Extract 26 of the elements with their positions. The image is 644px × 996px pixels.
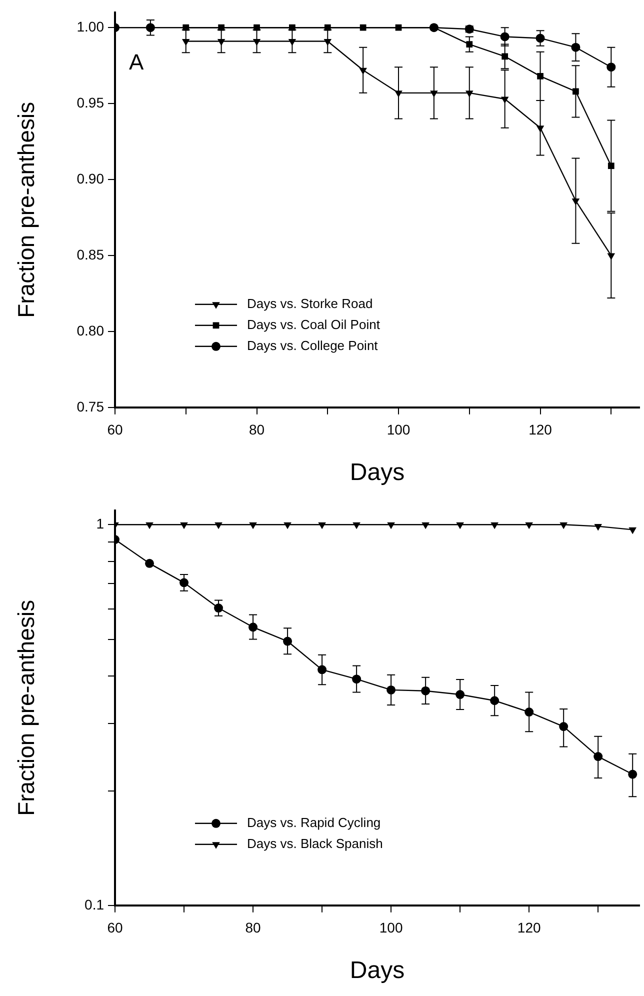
x-tick-label: 80: [245, 920, 262, 936]
x-tick-label: 60: [107, 422, 123, 438]
legend-label: Days vs. Coal Oil Point: [247, 316, 380, 332]
x-tick-label: 120: [517, 920, 541, 936]
x-axis-title: Days: [350, 459, 405, 486]
x-tick-label: 100: [386, 422, 410, 438]
annotation: A: [129, 49, 144, 74]
y-tick-label: 1: [96, 516, 104, 532]
y-tick-label: 0.90: [76, 170, 104, 186]
y-tick-label: 0.75: [76, 398, 104, 414]
y-tick-label: 0.85: [76, 246, 104, 262]
y-axis-title: Fraction pre-anthesis: [13, 102, 40, 318]
y-tick-label: 0.1: [84, 896, 104, 912]
legend-label: Days vs. Black Spanish: [247, 836, 383, 851]
legend-label: Days vs. Storke Road: [247, 296, 373, 311]
x-axis-title: Days: [350, 957, 405, 984]
y-axis-title: Fraction pre-anthesis: [13, 600, 40, 816]
x-tick-label: 60: [107, 920, 123, 936]
y-tick-label: 0.95: [76, 94, 104, 110]
legend-label: Days vs. College Point: [247, 338, 378, 353]
legend-label: Days vs. Rapid Cycling: [247, 814, 381, 830]
x-tick-label: 100: [379, 920, 403, 936]
y-tick-label: 1.00: [76, 18, 104, 34]
x-tick-label: 120: [528, 422, 552, 438]
x-tick-label: 80: [248, 422, 265, 438]
y-tick-label: 0.80: [76, 322, 104, 338]
